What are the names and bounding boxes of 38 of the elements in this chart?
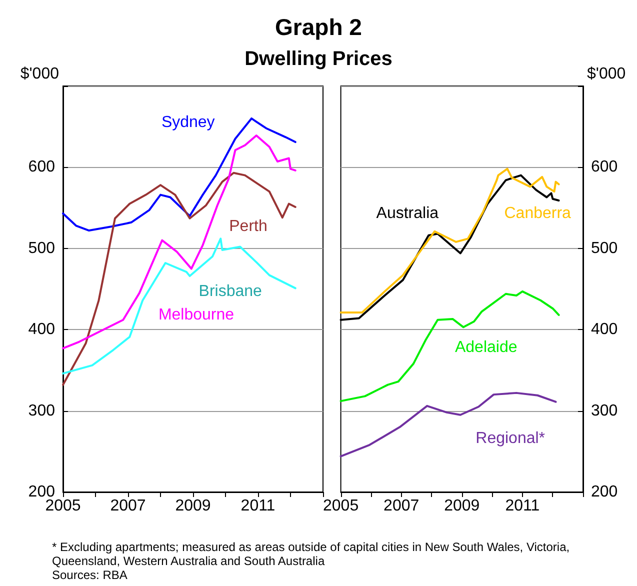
y-tick-label: 600 [28,158,56,176]
y-tick-label: 400 [28,321,56,338]
x-tick-label: 2009 [444,498,480,514]
y-tick-label: 500 [28,240,56,257]
y2-tick-label: 500 [591,240,618,257]
series-label: Australia [376,204,439,222]
line-series [62,238,296,374]
series-label: Perth [229,218,268,235]
source-note: Sources: RBA [52,568,128,582]
x-tick-label: 2005 [323,498,359,514]
series-label: Sydney [161,114,215,132]
chart-subtitle: Dwelling Prices [244,48,392,70]
series-label: Melbourne [158,306,234,324]
series-label: Canberra [504,204,572,222]
x-tick-label: 2005 [45,498,81,514]
series-label: Adelaide [454,338,518,356]
y2-axis-title: $'000 [587,66,626,82]
x-tick-label: 2007 [110,498,146,514]
series-label: Regional* [476,430,546,447]
y2-tick-label: 600 [591,158,618,176]
x-tick-label: 2011 [505,498,540,514]
y2-tick-label: 400 [591,321,618,338]
line-series [340,392,557,458]
y2-tick-label: 200 [591,484,618,500]
line-series [62,117,296,232]
y-axis-title: $'000 [20,66,60,82]
line-series [340,290,560,402]
line-series [62,172,296,386]
x-tick-label: 2009 [175,498,211,514]
x-tick-label: 2011 [240,498,276,514]
y-tick-label: 200 [28,484,56,500]
series-label: Brisbane [198,282,262,300]
text: * Excluding apartments; measured as areas outside of capital cities in New South Wales, Victoria, Queensland, Western Australia and South Australia [52,540,571,568]
chart-title: Graph 2 [274,14,363,41]
x-tick-label: 2007 [384,498,420,514]
y2-tick-label: 300 [591,402,618,420]
line-series [62,134,296,350]
y-tick-label: 300 [28,402,56,420]
